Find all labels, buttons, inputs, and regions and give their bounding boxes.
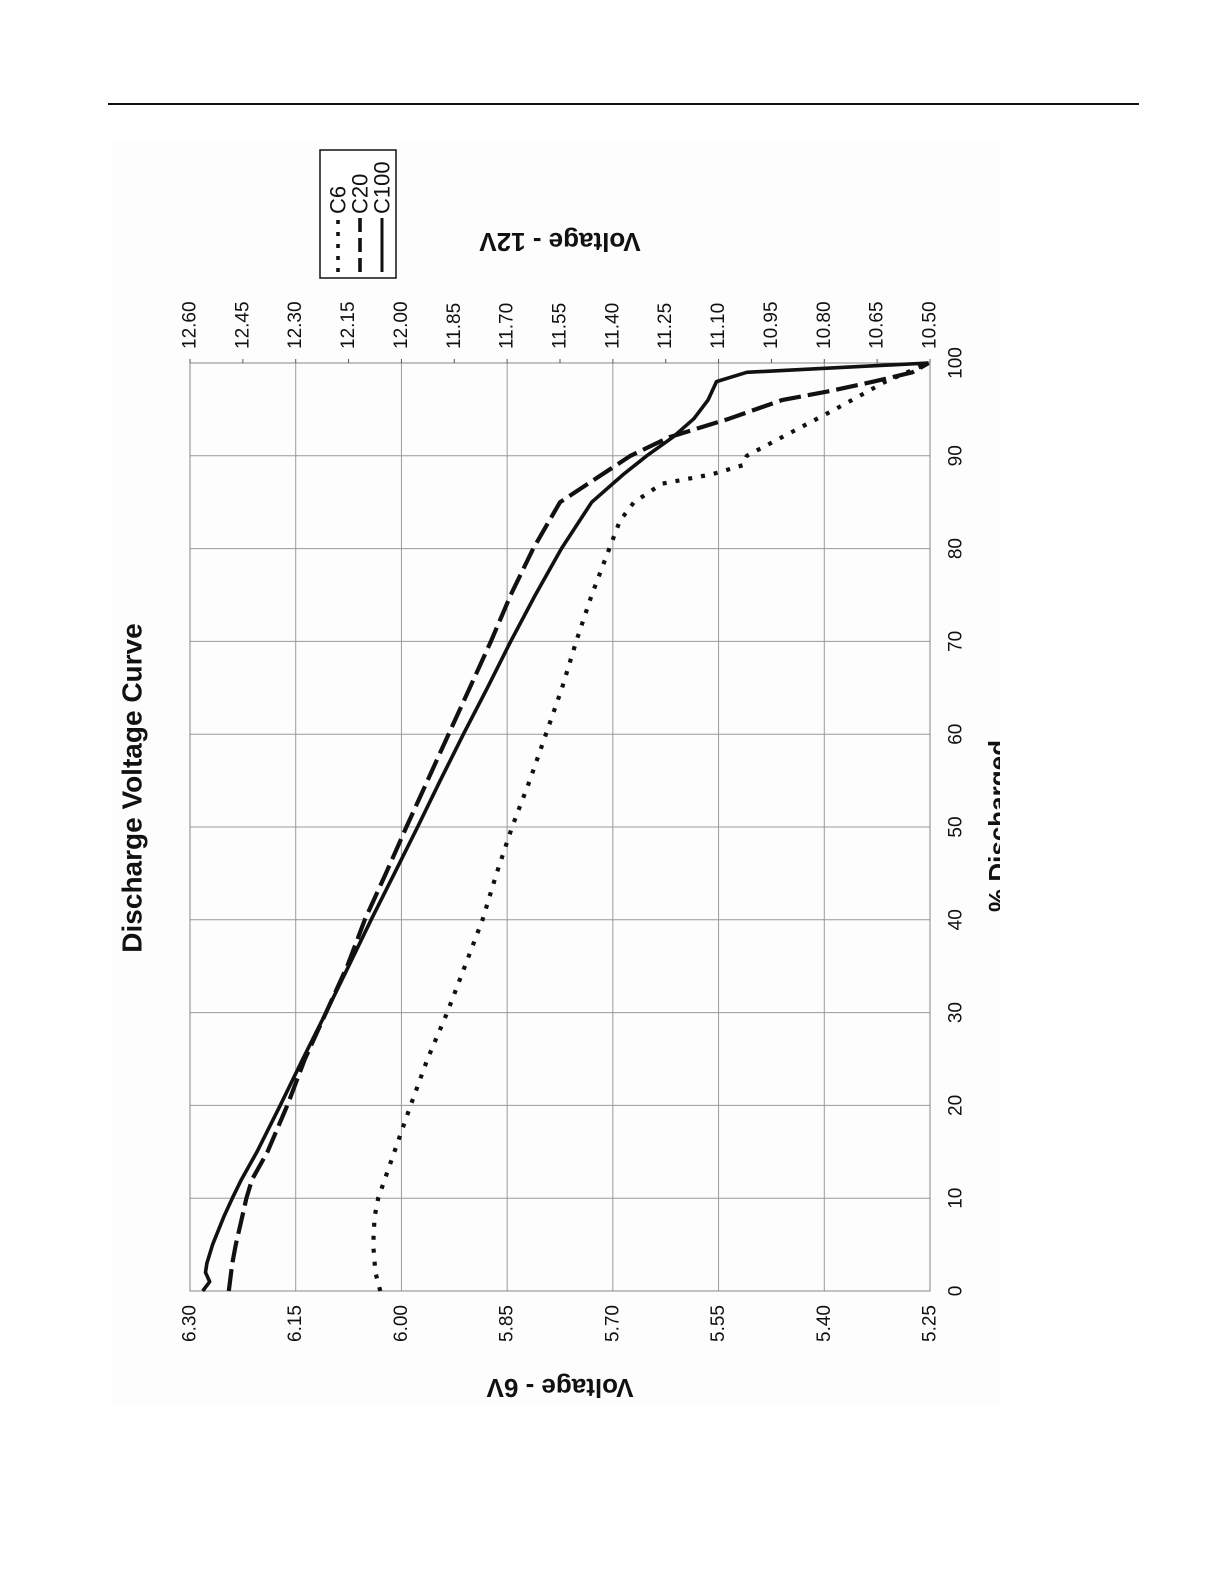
y2-tick-label: 11.40 bbox=[602, 303, 623, 349]
y-tick-label: 5.55 bbox=[708, 1305, 729, 1342]
y2-axis-ticks: 10.50 10.65 10.80 10.95 11.10 11.25 11.40 11.55… bbox=[180, 301, 941, 363]
y-tick-label: 5.40 bbox=[814, 1305, 835, 1342]
x-tick-label: 10 bbox=[946, 1188, 967, 1209]
y2-tick-label: 12.15 bbox=[338, 301, 359, 349]
x-axis-title: % Discharged bbox=[983, 740, 1000, 912]
legend-label-c100: C100 bbox=[370, 161, 395, 214]
x-tick-label: 60 bbox=[946, 724, 967, 745]
series-line-c100 bbox=[201, 361, 929, 1293]
y2-tick-label: 12.45 bbox=[232, 301, 253, 349]
y2-tick-label: 10.65 bbox=[867, 301, 888, 349]
y2-tick-label: 10.80 bbox=[814, 301, 835, 349]
y-axis-title: Voltage - 6V bbox=[486, 1373, 634, 1403]
y-tick-label: 5.85 bbox=[497, 1305, 518, 1342]
x-tick-label: 40 bbox=[946, 909, 967, 930]
x-axis-ticks: 0 10 20 30 40 50 60 70 80 90 100 bbox=[946, 347, 967, 1296]
x-tick-label: 0 bbox=[946, 1286, 967, 1297]
series-layer bbox=[201, 361, 930, 1293]
series-line-c20 bbox=[226, 361, 930, 1292]
x-tick-label: 30 bbox=[946, 1002, 967, 1023]
series-line-c6 bbox=[371, 361, 930, 1292]
y2-tick-label: 10.50 bbox=[920, 301, 941, 349]
x-tick-label: 100 bbox=[946, 347, 967, 379]
x-tick-label: 50 bbox=[946, 816, 967, 837]
y-tick-label: 5.70 bbox=[602, 1305, 623, 1342]
x-tick-label: 70 bbox=[946, 631, 967, 652]
y2-tick-label: 10.95 bbox=[761, 301, 782, 349]
x-tick-label: 20 bbox=[946, 1095, 967, 1116]
y2-tick-label: 12.00 bbox=[391, 301, 412, 349]
y2-tick-label: 11.85 bbox=[444, 303, 465, 349]
y2-tick-label: 11.55 bbox=[550, 303, 571, 349]
y2-tick-label: 11.25 bbox=[655, 303, 676, 349]
y2-tick-label: 12.30 bbox=[285, 301, 306, 349]
y2-tick-label: 11.10 bbox=[708, 303, 729, 349]
page-header-rule bbox=[108, 103, 1139, 105]
y-tick-label: 6.30 bbox=[180, 1305, 201, 1342]
legend-label-c6: C6 bbox=[326, 186, 351, 214]
y-tick-label: 6.00 bbox=[391, 1305, 412, 1342]
chart-title: Discharge Voltage Curve bbox=[117, 623, 148, 952]
y-tick-label: 6.15 bbox=[285, 1305, 306, 1342]
x-tick-label: 80 bbox=[946, 538, 967, 559]
y2-tick-label: 12.60 bbox=[180, 301, 201, 349]
legend-label-c20: C20 bbox=[348, 174, 373, 214]
y2-axis-title: Voltage - 12V bbox=[479, 227, 641, 257]
x-tick-label: 90 bbox=[946, 445, 967, 466]
y-tick-label: 5.25 bbox=[920, 1305, 941, 1342]
y-axis-ticks: 5.25 5.40 5.55 5.70 5.85 6.00 6.15 6.30 bbox=[180, 1305, 941, 1342]
y2-tick-label: 11.70 bbox=[497, 303, 518, 349]
chart-panel: 0 10 20 30 40 50 60 70 80 90 100 5.25 5.40 5.55 5.70 5… bbox=[112, 140, 1000, 1405]
